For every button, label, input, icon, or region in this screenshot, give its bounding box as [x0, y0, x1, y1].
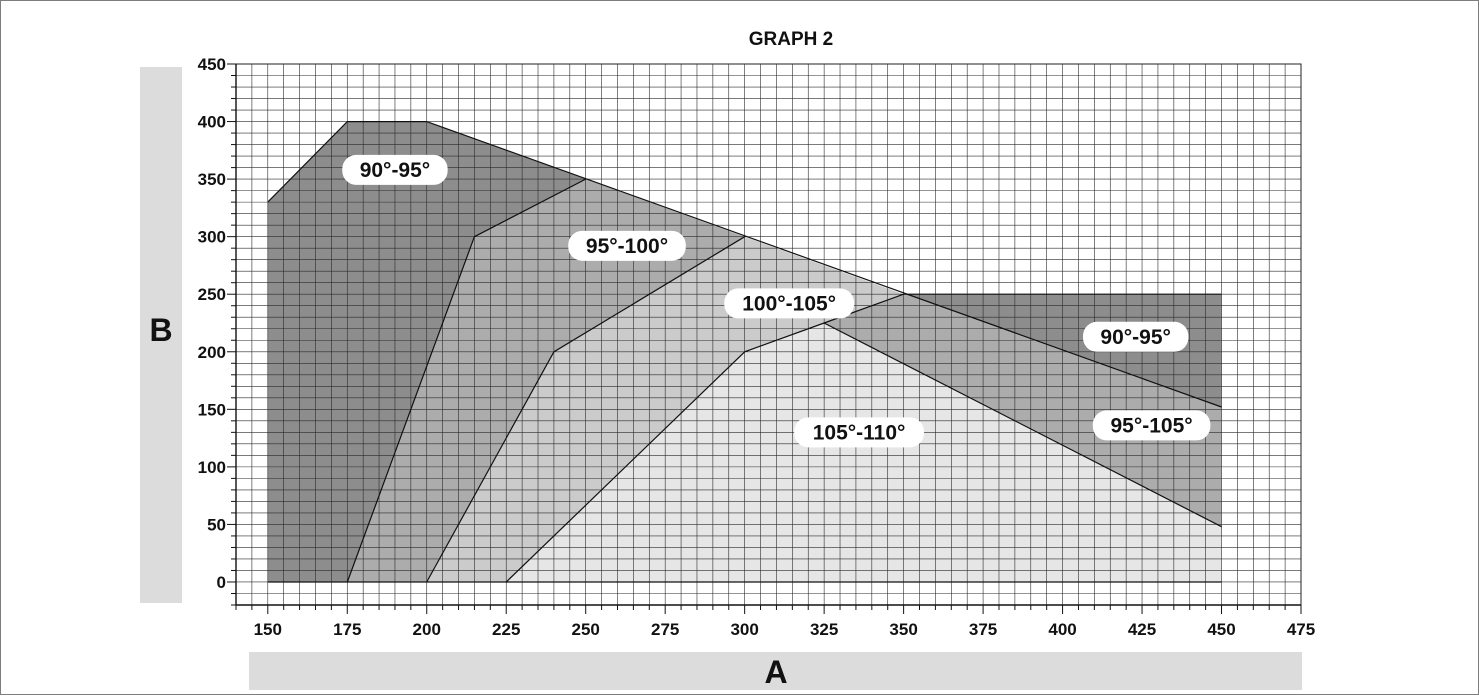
y-tick-label: 250: [198, 285, 226, 304]
x-tick-label: 275: [651, 620, 679, 639]
boundary-line: [426, 236, 746, 583]
region-label-bg: [342, 154, 448, 185]
x-tick-label: 425: [1128, 620, 1156, 639]
y-tick-label: 350: [198, 170, 226, 189]
y-tick-label: 400: [198, 113, 226, 132]
region-label: 95°-105°: [1110, 414, 1192, 437]
region-label-bg: [794, 417, 925, 448]
boundary-line: [505, 293, 904, 583]
region-labels-layer: 90°-95° 95°-100° 100°-105° 90°-95° 105°-110°…: [342, 154, 1211, 448]
region-label: 90°-95°: [1100, 326, 1171, 349]
region-label-bg: [1082, 321, 1189, 352]
y-tick-label: 150: [198, 400, 226, 419]
x-tick-label: 250: [572, 620, 600, 639]
boundary-line: [823, 322, 1222, 528]
y-tick-label: 0: [217, 573, 226, 592]
x-axis-label: A: [764, 654, 787, 690]
region-label: 105°-110°: [813, 421, 906, 444]
region-label: 100°-105°: [742, 292, 836, 315]
y-tick-label: 200: [198, 343, 226, 362]
region-label-bg: [568, 230, 686, 261]
axes-layer: 150 175 200 225 250 275 300 325 350 375 400 425 450 4…: [198, 55, 1316, 639]
x-tick-label: 225: [492, 620, 520, 639]
x-tick-label: 450: [1207, 620, 1235, 639]
region-3: [824, 294, 1222, 527]
x-tick-label: 175: [333, 620, 361, 639]
region-label: 95°-100°: [586, 235, 668, 258]
xlabel-bar: [249, 652, 1302, 690]
region-1: [347, 179, 745, 582]
region-label: 90°-95°: [360, 159, 431, 182]
x-tick-label: 375: [969, 620, 997, 639]
chart-title: GRAPH 2: [749, 29, 833, 50]
x-tick-label: 325: [810, 620, 838, 639]
boundary-line: [346, 178, 586, 583]
x-tick-label: 350: [889, 620, 917, 639]
y-tick-label: 450: [198, 55, 226, 74]
x-tick-label: 200: [413, 620, 441, 639]
y-tick-label: 100: [198, 458, 226, 477]
y-tick-label: 300: [198, 228, 226, 247]
boundary-line: [267, 120, 1222, 408]
x-tick-label: 300: [730, 620, 758, 639]
x-tick-label: 475: [1287, 620, 1315, 639]
x-tick-label: 400: [1048, 620, 1076, 639]
y-tick-label: 50: [207, 515, 226, 534]
boundary-lines-layer: [267, 120, 1222, 583]
region-label-bg: [1092, 410, 1211, 441]
x-tick-label: 150: [254, 620, 282, 639]
ylabel-bar: [140, 67, 182, 603]
region-4: [506, 323, 1222, 582]
region-label-bg: [724, 288, 855, 319]
y-axis-label: B: [149, 312, 172, 348]
